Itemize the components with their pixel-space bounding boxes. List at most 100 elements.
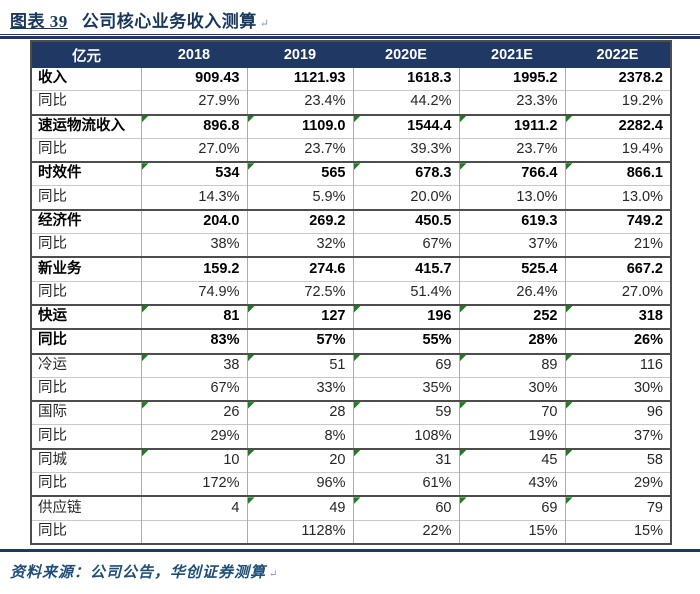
value-cell: 23.7% [246, 137, 353, 163]
cell-flag-triangle-icon [248, 116, 255, 123]
value-cell: 32% [246, 233, 353, 258]
cell-flag-triangle-icon [354, 355, 361, 362]
return-mark-icon: ↵ [259, 18, 270, 30]
table-row: 同比 83% 57% 55% 28% 26% [31, 328, 671, 354]
value-cell: 2378.2 [564, 68, 671, 91]
row-label: 时效件 [31, 161, 141, 186]
row-label: 同比 [31, 233, 141, 258]
value-cell: 108% [352, 424, 459, 449]
value-cell: 1618.3 [352, 68, 459, 91]
value-cell: 26.4% [458, 280, 565, 305]
value-cell: 30% [458, 376, 565, 402]
cell-flag-triangle-icon [354, 306, 361, 313]
cell-flag-triangle-icon [460, 355, 467, 362]
table-row: 同比 172% 96% 61% 43% 29% [31, 472, 671, 497]
cell-flag-triangle-icon [460, 116, 467, 123]
value-cell: 20.0% [352, 185, 459, 210]
table-row: 同比 14.3% 5.9% 20.0% 13.0% 13.0% [31, 185, 671, 210]
row-label: 国际 [31, 400, 141, 425]
table-row: 同比 67% 33% 35% 30% 30% [31, 376, 671, 402]
unit-header-cell: 亿元 [31, 41, 141, 68]
value-cell: 51 [246, 352, 353, 378]
table-row: 同比 27.0% 23.7% 39.3% 23.7% 19.4% [31, 137, 671, 163]
value-cell: 2282.4 [564, 113, 671, 139]
row-label: 收入 [38, 70, 67, 87]
value-cell: 89 [458, 352, 565, 378]
value-cell: 55% [352, 328, 459, 354]
row-label: 经济件 [31, 208, 141, 234]
value-cell: 5.9% [246, 185, 353, 210]
value-cell [140, 519, 247, 544]
value-cell: 28% [458, 328, 565, 354]
table-row: 同比 74.9% 72.5% 51.4% 26.4% 27.0% [31, 280, 671, 305]
row-label: 同比 [31, 185, 141, 210]
value-cell: 23.3% [458, 90, 565, 115]
value-cell: 45 [458, 447, 565, 473]
cell-flag-triangle-icon [248, 164, 255, 171]
value-cell: 20 [246, 447, 353, 473]
source-note-text: 资料来源：公司公告，华创证券测算 [10, 564, 267, 581]
value-cell: 96 [564, 400, 671, 425]
year-column-header: 2020E [353, 41, 459, 68]
value-cell: 14.3% [140, 185, 247, 210]
value-cell: 196 [352, 303, 459, 330]
cell-flag-triangle-icon [142, 450, 149, 457]
table-row: 收入 909.43 1121.93 1618.3 1995.2 2378.2 [31, 68, 671, 91]
year-column-header: 2019 [247, 41, 353, 68]
value-cell: 29% [140, 424, 247, 449]
cell-flag-triangle-icon [460, 164, 467, 171]
value-cell: 23.4% [246, 90, 353, 115]
value-cell: 415.7 [352, 256, 459, 282]
row-label: 同比 [31, 519, 141, 544]
value-cell: 19.2% [564, 90, 671, 115]
table-header-row: 亿元 2018 2019 2020E 2021E 2022E [31, 41, 671, 68]
table-row: 国际 26 28 59 70 96 [31, 400, 671, 425]
cell-flag-triangle-icon [142, 116, 149, 123]
cell-flag-triangle-icon [248, 403, 255, 410]
value-cell: 678.3 [352, 161, 459, 186]
value-cell: 1109.0 [246, 113, 353, 139]
value-cell: 619.3 [458, 208, 565, 234]
figure-title: 图表 39 公司核心业务收入测算 ↵ [0, 0, 700, 31]
value-cell: 116 [564, 352, 671, 378]
value-cell: 27.9% [140, 90, 247, 115]
table-row: 速运物流收入 896.8 1109.0 1544.4 1911.2 2282.4 [31, 113, 671, 139]
value-cell: 15% [458, 519, 565, 544]
value-cell: 83% [140, 328, 247, 354]
cell-flag-triangle-icon [566, 306, 573, 313]
value-cell: 33% [246, 376, 353, 402]
table-row: 快运 81 127 196 252 318 [31, 303, 671, 330]
value-cell: 1995.2 [458, 68, 565, 91]
row-label: 冷运 [31, 352, 141, 378]
value-cell: 96% [246, 472, 353, 497]
value-cell: 49 [246, 495, 353, 521]
table-row: 同城 10 20 31 45 58 [31, 447, 671, 473]
cell-flag-triangle-icon [248, 450, 255, 457]
cell-flag-triangle-icon [566, 355, 573, 362]
cell-flag-triangle-icon [460, 306, 467, 313]
value-cell: 35% [352, 376, 459, 402]
value-cell: 525.4 [458, 256, 565, 282]
value-cell: 23.7% [458, 137, 565, 163]
value-cell: 27.0% [140, 137, 247, 163]
row-label: 同比 [31, 328, 141, 354]
value-cell: 61% [352, 472, 459, 497]
value-cell: 766.4 [458, 161, 565, 186]
value-cell: 19.4% [564, 137, 671, 163]
value-cell: 58 [564, 447, 671, 473]
value-cell: 172% [140, 472, 247, 497]
value-cell: 26 [140, 400, 247, 425]
value-cell: 79 [564, 495, 671, 521]
figure-number: 图表 39 [10, 12, 68, 31]
value-cell: 450.5 [352, 208, 459, 234]
value-cell: 37% [564, 424, 671, 449]
year-column-header: 2018 [141, 41, 247, 68]
value-cell: 37% [458, 233, 565, 258]
value-cell: 69 [458, 495, 565, 521]
value-cell: 159.2 [140, 256, 247, 282]
cell-flag-triangle-icon [460, 403, 467, 410]
value-cell: 1128% [246, 519, 353, 544]
value-cell: 866.1 [564, 161, 671, 186]
cell-flag-triangle-icon [566, 498, 573, 505]
